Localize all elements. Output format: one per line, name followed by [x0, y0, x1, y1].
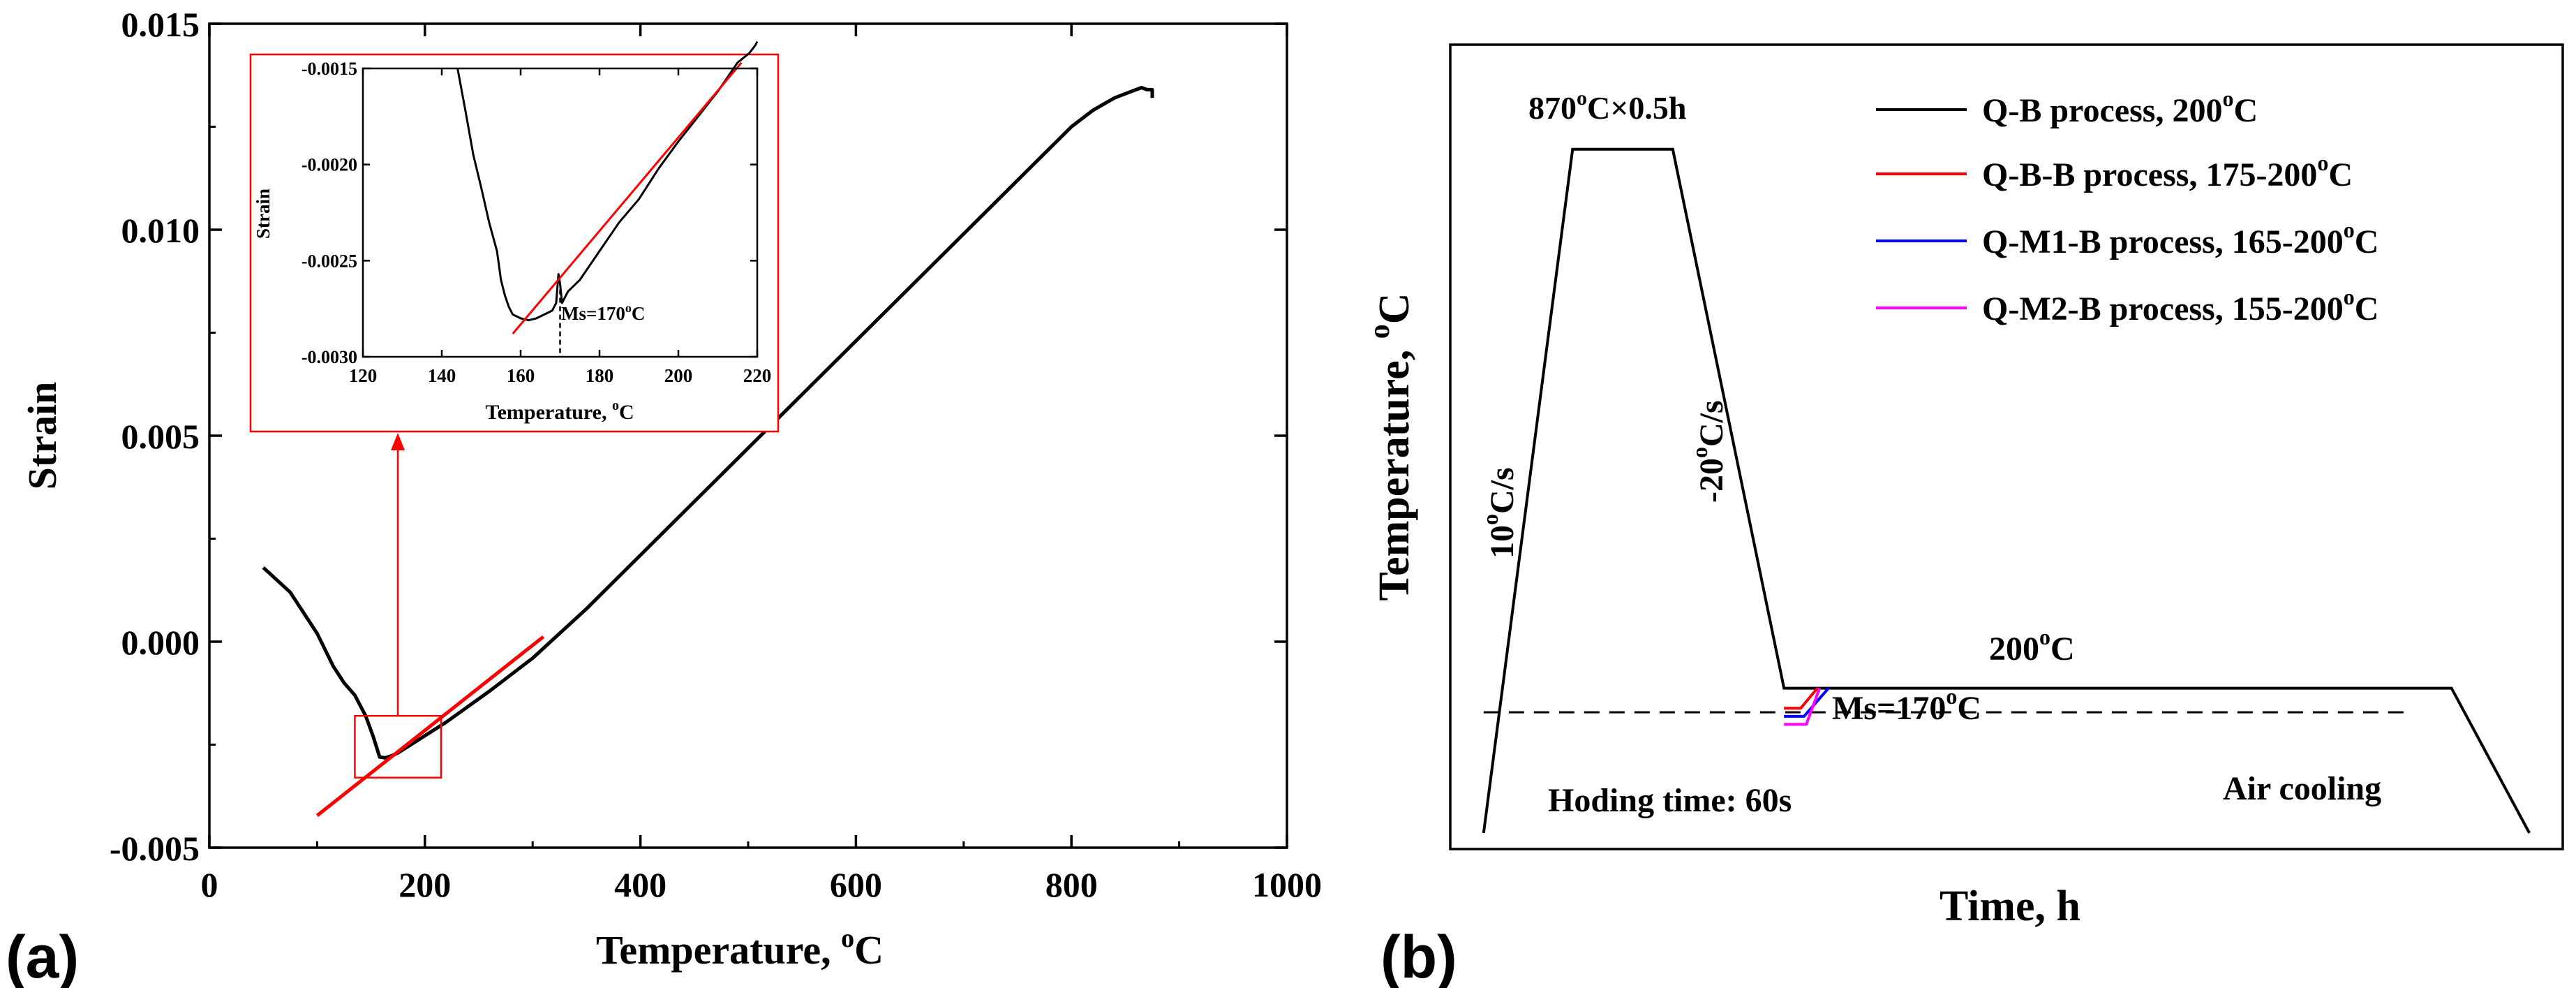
b-annotation-iso-temp: 200oC [1989, 624, 2075, 668]
a-y-tick-label: -0.005 [110, 829, 200, 868]
a-x-tick-label: 0 [201, 865, 218, 904]
b-annotation-air-cooling: Air cooling [2223, 770, 2381, 807]
a-y-tick-label: 0.000 [121, 623, 200, 662]
b-series-group [1482, 147, 2531, 834]
a-y-tick-label: 0.005 [121, 417, 200, 456]
a-inset-x-tick-label: 220 [743, 365, 772, 386]
a-inset-x-tick-label: 200 [664, 365, 693, 386]
a-inset-x-tick-label: 180 [586, 365, 614, 386]
a-inset-x-tick-label: 160 [507, 365, 535, 386]
panel-a: 0 200 400 600 800 1000 -0.005 0.000 0.005 0.010 0.… [6, 5, 1322, 988]
b-legend-item-qm2b: Q-M2-B process, 155-200oC [1876, 284, 2378, 327]
a-inset-x-tick-label: 140 [428, 365, 456, 386]
a-panel-label: (a) [6, 924, 79, 988]
a-inset-plot-frame [362, 67, 759, 358]
b-legend-label-qm2b: Q-M2-B process, 155-200oC [1982, 284, 2378, 327]
a-inset-y-tick-label: -0.0020 [301, 155, 357, 175]
a-y-axis-label: Strain [20, 382, 65, 490]
b-legend-item-qm1b: Q-M1-B process, 165-200oC [1876, 217, 2378, 260]
a-x-tick-label: 200 [399, 865, 451, 904]
a-inset-outer-box [249, 53, 780, 433]
a-inset-y-tick-label: -0.0025 [301, 251, 357, 271]
a-series-strain [262, 86, 1154, 760]
a-x-tick-label: 600 [830, 865, 882, 904]
b-panel-label: (b) [1380, 924, 1457, 988]
a-inset-series-strain [456, 40, 759, 322]
b-series-qm1b [1784, 687, 1830, 718]
a-inset-x-axis-label: Temperature, oC [485, 398, 634, 424]
b-legend-label-qb: Q-B process, 200oC [1982, 86, 2258, 129]
b-annotation-ms: Ms=170oC [1832, 684, 1981, 727]
a-y-tick-label: 0.015 [121, 5, 200, 44]
a-inset-arrowhead [391, 433, 405, 450]
a-series-group [262, 86, 1154, 817]
a-axes-group: 0 200 400 600 800 1000 -0.005 0.000 0.005 0.010 0.… [110, 5, 1322, 904]
b-annotation-hold: 870oC×0.5h [1528, 87, 1687, 126]
b-legend-item-qb: Q-B process, 200oC [1876, 86, 2258, 129]
a-x-tick-label: 800 [1045, 865, 1098, 904]
a-x-tick-label: 400 [614, 865, 667, 904]
a-x-tick-label: 1000 [1252, 865, 1322, 904]
a-inset-series-group [456, 40, 759, 334]
b-series-qm2b [1784, 687, 1822, 726]
a-inset-y-axis-label: Strain [253, 189, 274, 239]
b-annotation-heat-rate: 10oC/s [1477, 467, 1521, 559]
b-legend-label-qm1b: Q-M1-B process, 165-200oC [1982, 217, 2378, 260]
b-x-axis-label: Time, h [1940, 883, 2080, 930]
b-series-qbb [1784, 687, 1819, 710]
b-legend-label-qbb: Q-B-B process, 175-200oC [1982, 150, 2353, 193]
b-annotation-cool-rate: -20oC/s [1687, 400, 1730, 503]
panel-b: Q-B process, 200oC Q-B-B process, 175-20… [1364, 43, 2564, 988]
a-inset-series-fit [512, 61, 743, 334]
a-inset-ms-annotation: Ms=170oC [561, 301, 645, 324]
a-inset-y-tick-label: -0.0030 [301, 347, 357, 367]
b-legend-item-qbb: Q-B-B process, 175-200oC [1876, 150, 2353, 193]
a-inset: 120 140 160 180 200 220 -0.0030 -0.0025 -0.0020 -… [249, 40, 780, 433]
a-plot-frame [208, 22, 1288, 849]
a-y-tick-label: 0.010 [121, 211, 200, 250]
b-annotation-holding-time: Hoding time: 60s [1548, 782, 1792, 819]
a-series-fit [315, 635, 545, 817]
a-inset-y-tick-label: -0.0015 [301, 59, 357, 79]
a-inset-x-tick-label: 120 [349, 365, 378, 386]
b-legend: Q-B process, 200oC Q-B-B process, 175-20… [1876, 86, 2378, 327]
a-x-axis-label: Temperature, oC [596, 924, 884, 973]
b-series-qb [1482, 147, 2531, 834]
b-y-axis-label: Temperature, oC [1364, 293, 1418, 600]
b-plot-frame [1449, 43, 2564, 850]
